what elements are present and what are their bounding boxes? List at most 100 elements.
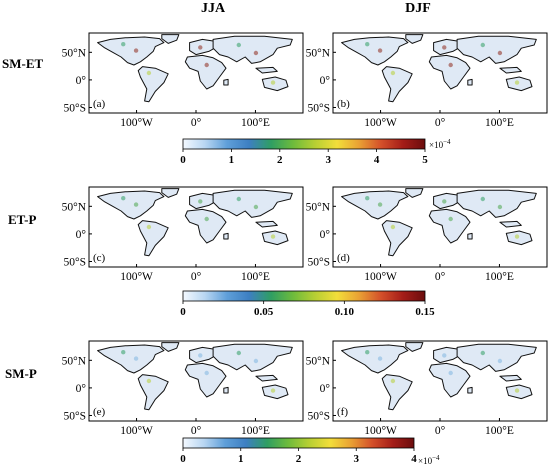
colorbar-exponent-power: −4 xyxy=(432,454,440,462)
continent-indonesia xyxy=(499,374,522,382)
data-speckle xyxy=(514,388,520,393)
continent-indonesia xyxy=(499,66,522,74)
data-speckle xyxy=(377,356,383,361)
data-speckle xyxy=(365,42,370,47)
colorbar-tick-label: 0 xyxy=(180,453,186,465)
lon-tick-label: 100°E xyxy=(241,271,270,283)
lat-tick-label: 50°N xyxy=(62,47,87,59)
map-panel-4: (e) 50°N 0° 50°S 100°W 0° 100°E xyxy=(62,340,304,437)
continent-asia xyxy=(456,189,537,218)
continent-madagascar xyxy=(223,386,229,394)
continent-madagascar xyxy=(467,386,473,394)
panel-letter: (c) xyxy=(93,252,106,264)
lon-tick-label: 0° xyxy=(435,425,446,437)
colorbar-tick-label: 0 xyxy=(180,154,186,166)
lat-tick-label: 50°S xyxy=(64,256,87,268)
panel-letter: (f) xyxy=(337,406,348,418)
continent-australia xyxy=(505,230,533,246)
data-speckle xyxy=(365,350,370,355)
data-speckle xyxy=(121,196,126,201)
row-label-sm-p: SM-P xyxy=(5,366,37,381)
continent-europe xyxy=(189,346,218,364)
data-speckle xyxy=(497,204,503,210)
row-label-et-p: ET-P xyxy=(8,212,36,227)
lat-tick-label: 0° xyxy=(76,383,87,395)
colorbar-tick-label: 4 xyxy=(374,154,380,166)
data-speckle xyxy=(253,358,259,364)
data-speckle xyxy=(442,353,447,358)
continent-africa xyxy=(428,54,471,90)
data-speckle xyxy=(253,50,259,56)
continent-asia xyxy=(456,343,537,372)
data-speckle xyxy=(514,234,520,239)
continent-south-america xyxy=(137,66,169,103)
map-panel-5: (f) 50°N 0° 50°S 100°W 0° 100°E xyxy=(306,340,548,437)
lon-tick-label: 100°E xyxy=(241,117,270,129)
data-speckle xyxy=(390,378,396,384)
continent-north-america xyxy=(341,344,409,374)
data-speckle xyxy=(204,370,209,376)
lat-tick-label: 50°S xyxy=(308,256,331,268)
continent-indonesia xyxy=(255,220,278,228)
column-title-jja: JJA xyxy=(201,1,226,16)
data-speckle xyxy=(146,224,152,230)
continent-indonesia xyxy=(255,66,278,74)
continent-greenland xyxy=(161,188,180,198)
continent-australia xyxy=(505,384,533,400)
continent-australia xyxy=(505,76,533,92)
data-speckle xyxy=(270,80,276,85)
colorbar-tick-label: 4 xyxy=(411,453,417,465)
panel-letter: (d) xyxy=(337,252,350,264)
map-panel-2: (c) 50°N 0° 50°S 100°W 0° 100°E xyxy=(62,186,304,283)
data-speckle xyxy=(442,45,447,50)
colorbar-sm-p: 0 1 2 3 4 ×10−4 xyxy=(180,437,440,466)
colorbar-exponent: ×10−4 xyxy=(418,454,440,466)
continent-europe xyxy=(189,38,218,56)
column-title-djf: DJF xyxy=(405,1,431,16)
data-speckle xyxy=(497,358,503,364)
continent-greenland xyxy=(161,342,180,352)
continent-africa xyxy=(184,208,227,244)
colorbar-tick-label: 0 xyxy=(180,306,186,318)
continent-australia xyxy=(261,76,289,92)
colorbar-et-p: 0 0.05 0.10 0.15 xyxy=(180,290,435,318)
lon-tick-label: 100°W xyxy=(364,425,397,437)
data-speckle xyxy=(448,216,453,222)
data-speckle xyxy=(365,196,370,201)
colorbar-tick-label: 1 xyxy=(229,154,235,166)
continent-north-america xyxy=(97,344,165,374)
lat-tick-label: 0° xyxy=(320,383,331,395)
colorbar-exponent: ×10−4 xyxy=(429,138,451,150)
panel-letter: (b) xyxy=(337,98,350,110)
panel-letter: (a) xyxy=(93,98,106,110)
colorbar-tick-label: 2 xyxy=(277,154,283,166)
continent-asia xyxy=(456,35,537,64)
colorbar-tick-label: 2 xyxy=(296,453,302,465)
continent-madagascar xyxy=(467,232,473,240)
continent-north-america xyxy=(341,190,409,220)
data-speckle xyxy=(270,388,276,393)
row-label-sm-et: SM-ET xyxy=(2,56,44,71)
continent-asia xyxy=(212,35,293,64)
lon-tick-label: 0° xyxy=(435,271,446,283)
map-panel-1: (b) 50°N 0° 50°S 100°W 0° 100°E xyxy=(306,32,548,129)
lon-tick-label: 0° xyxy=(435,117,446,129)
continent-asia xyxy=(212,343,293,372)
data-speckle xyxy=(204,62,209,68)
continent-madagascar xyxy=(223,78,229,86)
continent-madagascar xyxy=(467,78,473,86)
lon-tick-label: 100°E xyxy=(485,425,514,437)
continent-africa xyxy=(184,362,227,398)
lon-tick-label: 100°W xyxy=(120,271,153,283)
continent-south-america xyxy=(137,220,169,257)
continent-australia xyxy=(261,384,289,400)
lon-tick-label: 100°W xyxy=(364,271,397,283)
colorbar-tick-label: 0.15 xyxy=(415,306,435,318)
lat-tick-label: 50°S xyxy=(64,102,87,114)
lon-tick-label: 100°W xyxy=(364,117,397,129)
continent-greenland xyxy=(405,188,424,198)
continent-south-america xyxy=(381,220,413,257)
colorbar-tick-label: 0.05 xyxy=(254,306,274,318)
lon-tick-label: 0° xyxy=(191,425,202,437)
